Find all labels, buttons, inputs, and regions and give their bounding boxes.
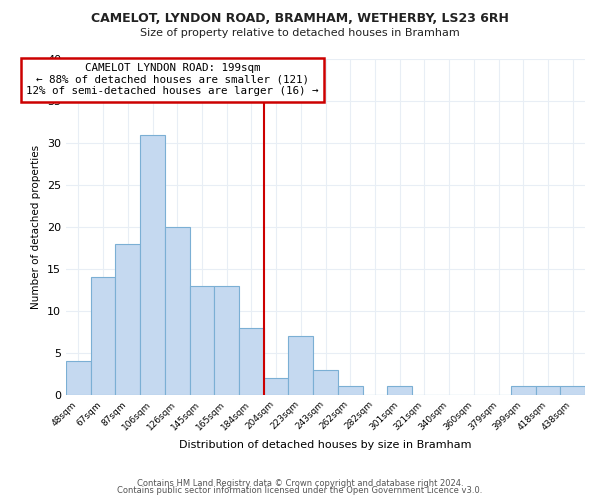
Bar	[165, 227, 190, 394]
Text: Contains HM Land Registry data © Crown copyright and database right 2024.: Contains HM Land Registry data © Crown c…	[137, 478, 463, 488]
Bar	[560, 386, 585, 394]
Bar	[115, 244, 140, 394]
Text: CAMELOT, LYNDON ROAD, BRAMHAM, WETHERBY, LS23 6RH: CAMELOT, LYNDON ROAD, BRAMHAM, WETHERBY,…	[91, 12, 509, 26]
Bar	[313, 370, 338, 394]
Bar	[214, 286, 239, 395]
Bar	[190, 286, 214, 395]
Bar	[289, 336, 313, 394]
X-axis label: Distribution of detached houses by size in Bramham: Distribution of detached houses by size …	[179, 440, 472, 450]
Bar	[264, 378, 289, 394]
Bar	[91, 277, 115, 394]
Bar	[140, 134, 165, 394]
Text: CAMELOT LYNDON ROAD: 199sqm
← 88% of detached houses are smaller (121)
12% of se: CAMELOT LYNDON ROAD: 199sqm ← 88% of det…	[26, 63, 319, 96]
Bar	[536, 386, 560, 394]
Text: Size of property relative to detached houses in Bramham: Size of property relative to detached ho…	[140, 28, 460, 38]
Y-axis label: Number of detached properties: Number of detached properties	[31, 145, 41, 309]
Bar	[239, 328, 264, 394]
Bar	[387, 386, 412, 394]
Bar	[511, 386, 536, 394]
Bar	[338, 386, 362, 394]
Text: Contains public sector information licensed under the Open Government Licence v3: Contains public sector information licen…	[118, 486, 482, 495]
Bar	[66, 361, 91, 394]
